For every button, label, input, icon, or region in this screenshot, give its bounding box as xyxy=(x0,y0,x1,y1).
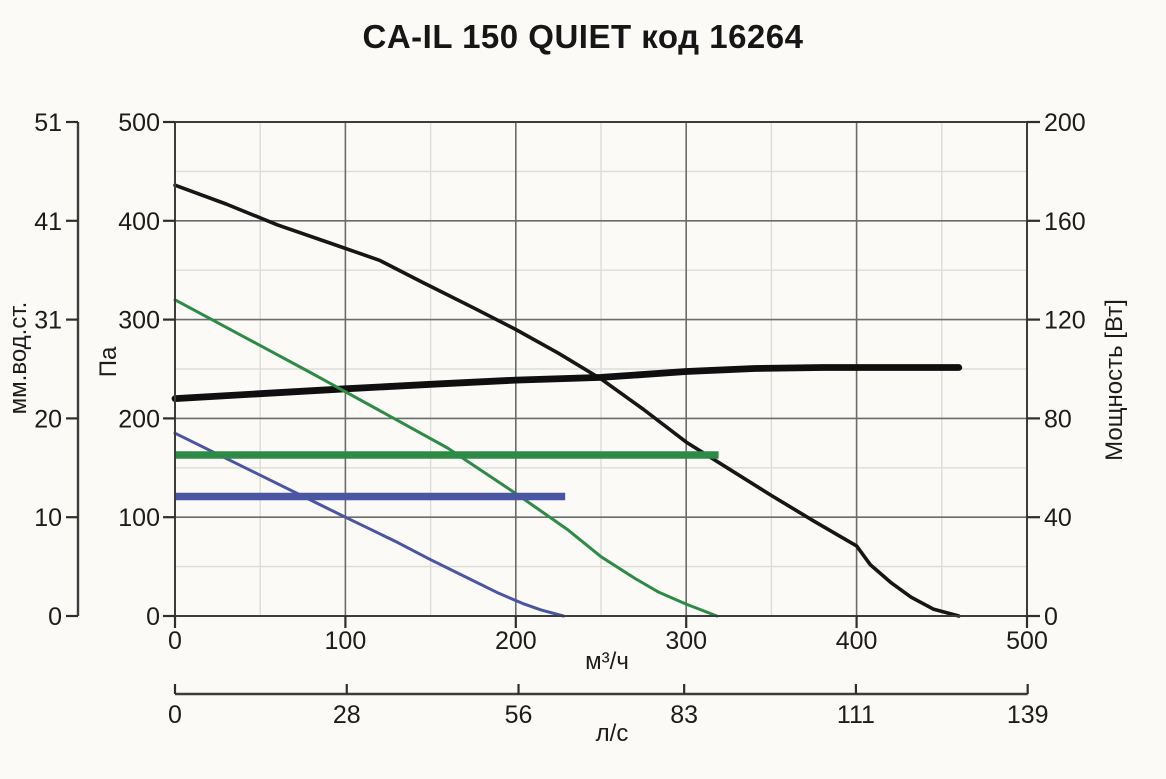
pa-tick-label: 300 xyxy=(118,307,160,335)
ls-tick-label: 83 xyxy=(670,701,698,729)
m3h-axis-label: м³/ч xyxy=(585,648,629,675)
power-tick-label: 120 xyxy=(1044,307,1086,335)
m3h-tick-label: 300 xyxy=(665,627,707,655)
pa-tick-label: 100 xyxy=(118,504,160,532)
mmwc-tick-label: 31 xyxy=(34,307,62,335)
pa-tick-label: 400 xyxy=(118,208,160,236)
ls-tick-label: 28 xyxy=(333,701,361,729)
power-tick-label: 80 xyxy=(1044,405,1072,433)
pressure-curve-blue-speed xyxy=(173,431,565,618)
mmwc-tick-label: 41 xyxy=(34,208,62,236)
chart-title: CA-IL 150 QUIET код 16264 xyxy=(362,18,804,55)
m3h-tick-label: 200 xyxy=(495,627,537,655)
pa-tick-label: 500 xyxy=(118,109,160,137)
power-axis-label: Мощность [Вт] xyxy=(1101,299,1128,461)
m3h-tick-label: 400 xyxy=(836,627,878,655)
power-tick-label: 200 xyxy=(1044,109,1086,137)
ls-tick-label: 111 xyxy=(837,701,875,729)
mmwc-tick-label: 10 xyxy=(34,504,62,532)
m3h-tick-label: 100 xyxy=(325,627,367,655)
mmwc-axis-label: мм.вод.ст. xyxy=(5,302,32,415)
ls-tick-label: 0 xyxy=(168,701,182,729)
mmwc-tick-label: 51 xyxy=(34,109,62,137)
mmwc-tick-label: 0 xyxy=(48,603,62,631)
m3h-tick-label: 0 xyxy=(168,627,182,655)
mmwc-tick-label: 20 xyxy=(34,405,62,433)
ls-axis-label: л/с xyxy=(596,720,629,747)
power-tick-label: 160 xyxy=(1044,208,1086,236)
pa-axis-label: Па xyxy=(95,346,122,377)
m3h-tick-label: 500 xyxy=(1006,627,1048,655)
ls-tick-label: 56 xyxy=(505,701,533,729)
pa-tick-label: 200 xyxy=(118,405,160,433)
power-tick-label: 0 xyxy=(1044,603,1058,631)
pressure-curve-max-speed xyxy=(173,183,961,618)
pa-tick-label: 0 xyxy=(146,603,160,631)
power-curve xyxy=(171,364,963,403)
ls-tick-label: 139 xyxy=(1007,701,1049,729)
pressure-curve-green-speed xyxy=(173,298,719,618)
plot-frame xyxy=(174,121,1028,617)
power-tick-label: 40 xyxy=(1044,504,1072,532)
